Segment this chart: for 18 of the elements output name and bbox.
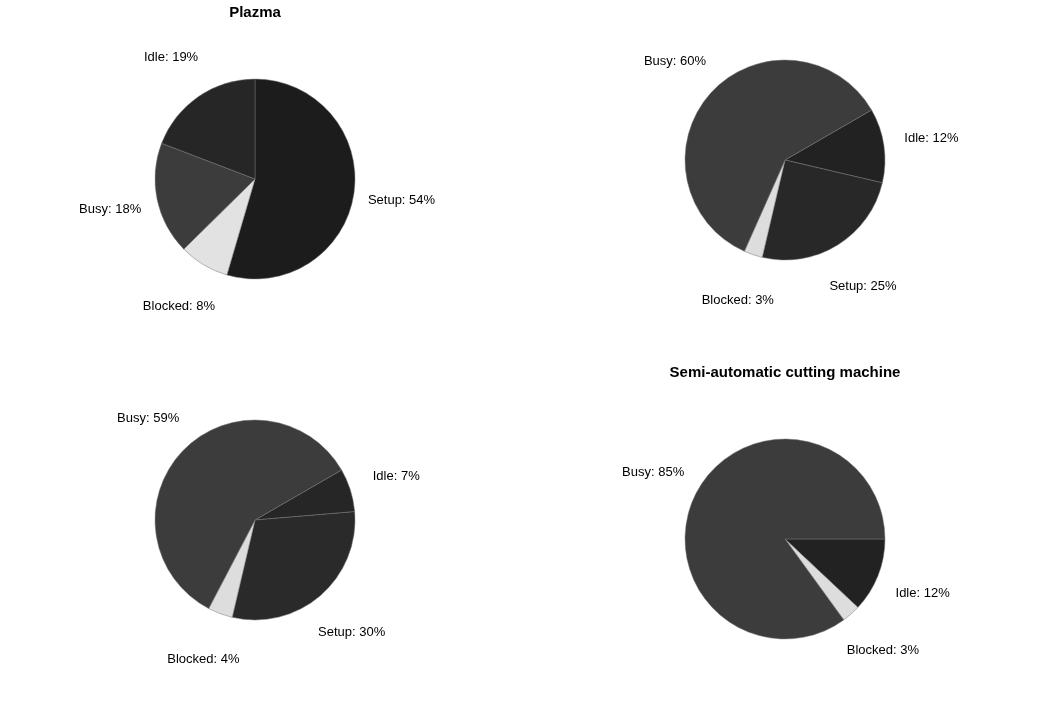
chart-title: Semi-automatic cutting machine: [669, 363, 901, 380]
slice-label: Idle: 19%: [143, 49, 199, 65]
pie-slice: [684, 438, 886, 640]
slice-label: Blocked: 8%: [142, 297, 216, 313]
slice-label: Busy: 59%: [117, 409, 180, 425]
slice-label: Idle: 12%: [895, 585, 951, 601]
slice-label: Blocked: 3%: [846, 642, 920, 658]
slice-label: Busy: 60%: [643, 52, 707, 68]
slice-label: Blocked: 4%: [167, 650, 240, 666]
slice-label: Setup: 25%: [829, 277, 898, 293]
slice-label: Setup: 30%: [318, 624, 386, 640]
slice-label: Busy: 85%: [622, 463, 685, 479]
slice-label: Blocked: 3%: [701, 292, 775, 308]
slice-label: Idle: 7%: [372, 467, 421, 483]
chart-title: Plazma: [229, 3, 282, 20]
slice-label: Busy: 18%: [79, 201, 142, 217]
slice-label: Idle: 12%: [904, 130, 959, 146]
slice-label: Setup: 54%: [367, 192, 436, 208]
